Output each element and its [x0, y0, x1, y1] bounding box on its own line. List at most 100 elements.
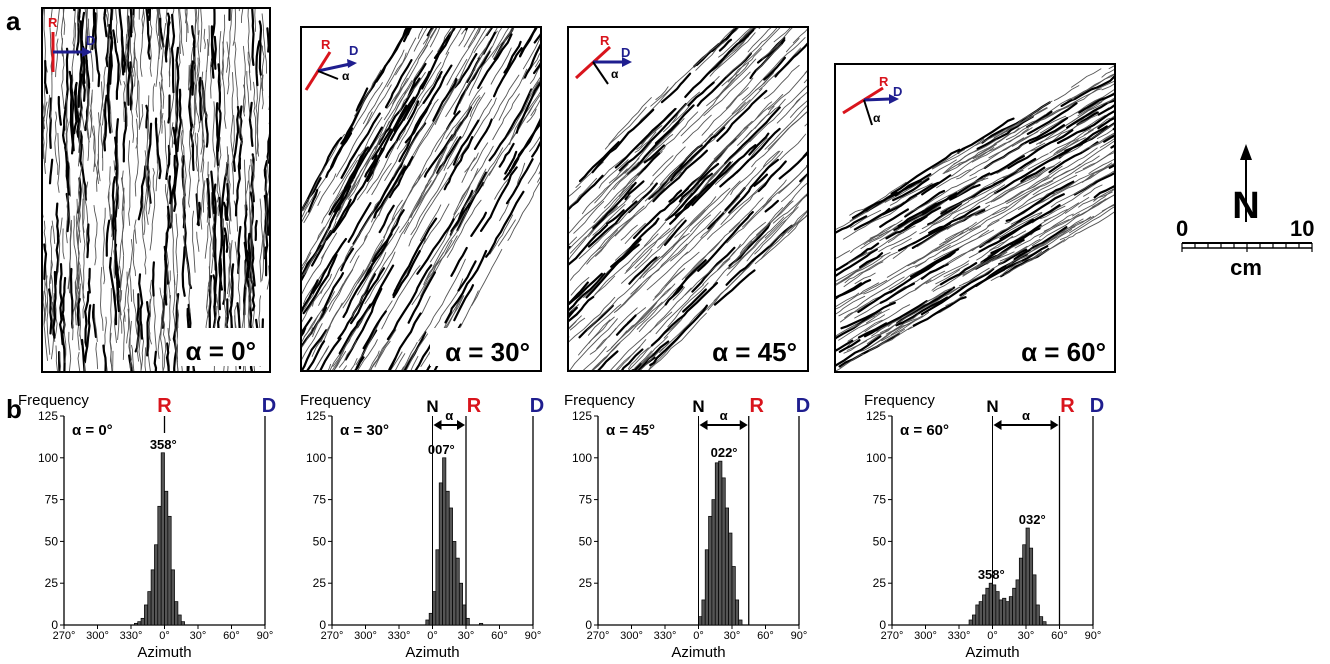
crack-segment [624, 180, 645, 201]
crack-segment [35, 98, 36, 123]
crack-segment [726, 216, 785, 276]
crack-segment [1140, 84, 1166, 99]
crack-segment [956, 137, 1025, 180]
crack-segment [138, 80, 140, 129]
crack-segment [668, 189, 683, 203]
crack-segment [127, 140, 131, 226]
crack-segment [1083, 184, 1103, 197]
histogram-bar [435, 549, 440, 626]
crack-segment [339, 255, 360, 291]
crack-segment [669, 183, 710, 225]
histogram-bar [698, 616, 703, 626]
map-alpha-label: α = 30° [445, 337, 530, 367]
crack-segment [273, 74, 274, 99]
crack-segment [52, 270, 57, 339]
crack-segment [357, 217, 396, 284]
crack-segment [303, 307, 325, 338]
crack-segment [836, 339, 854, 352]
crack-segment [418, 28, 438, 59]
crack-segment [869, 223, 896, 239]
crack-segment [946, 208, 983, 230]
crack-segment [695, 28, 739, 66]
crack-segment [598, 159, 629, 189]
x-tick-label: 30° [458, 630, 475, 642]
crack-segment [701, 87, 749, 136]
crack-segment [1101, 69, 1114, 78]
y-tick-label: 25 [313, 576, 327, 590]
crack-segment [885, 313, 919, 335]
crack-segment [73, 215, 81, 302]
crack-segment [432, 78, 458, 122]
crack-segment [118, 9, 127, 73]
crack-segment [1078, 93, 1114, 114]
crack-segment [931, 149, 966, 169]
crack-segment [614, 188, 665, 237]
crack-segment [232, 9, 237, 46]
crack-segment [398, 71, 426, 114]
orientation-icon: R D α [304, 37, 358, 91]
crack-segment [869, 231, 888, 242]
crack-segment [859, 282, 880, 295]
x-tick-label: 330° [654, 630, 677, 642]
crack-segment [618, 102, 687, 172]
crack-segment [48, 158, 54, 185]
crack-segment [138, 103, 144, 130]
crack-segment [69, 121, 75, 155]
crack-segment [67, 215, 72, 290]
crack-segment [578, 316, 615, 356]
histogram-bar [978, 601, 983, 626]
crack-segment [819, 7, 884, 72]
crack-segment [762, 150, 779, 168]
crack-segment [187, 46, 194, 91]
crack-segment [65, 95, 69, 152]
crack-segment [242, 45, 246, 117]
crack-segment [73, 81, 78, 135]
crack-segment [1103, 134, 1114, 143]
crack-segment [942, 139, 998, 175]
crack-segment [321, 159, 358, 224]
histogram-bar [995, 591, 1000, 626]
crack-segment [131, 344, 135, 371]
crack-segment [636, 352, 654, 370]
crack-segment [349, 200, 381, 252]
crack-segment [1089, 134, 1114, 149]
crack-segment [975, 245, 1049, 287]
crack-segment [434, 122, 452, 153]
crack-segment [1071, 73, 1114, 101]
crack-segment [347, 202, 372, 243]
crack-segment [592, 203, 626, 236]
crack-segment [116, 144, 120, 210]
crack-segment [921, 201, 941, 214]
crack-segment [859, 252, 884, 269]
crack-segment [384, 140, 410, 181]
crack-segment [1026, 102, 1078, 135]
crack-segment [414, 344, 432, 370]
crack-segment [222, 14, 226, 80]
crack-segment [338, 340, 357, 368]
crack-segment [329, 185, 352, 224]
crack-segment [274, 95, 277, 138]
crack-segment [227, 154, 231, 235]
crack-segment [197, 9, 200, 36]
crack-segment [498, 0, 516, 15]
histogram-alpha-45: 0 25 50 75 100 125 270° 300° 330° 0° 30° 60° 90° Freq… [564, 392, 810, 661]
crack-segment [160, 318, 164, 371]
crack-segment [773, 28, 791, 43]
crack-segment [789, 100, 807, 118]
crack-segment [107, 166, 111, 221]
crack-segment [234, 157, 242, 217]
crack-segment [425, 210, 467, 281]
crack-segment [979, 193, 1065, 248]
crack-segment [890, 148, 961, 195]
crack-segment [1006, 216, 1092, 267]
crack-segment [1160, 137, 1196, 157]
crack-segment [85, 0, 88, 5]
crack-segment [919, 201, 969, 235]
crack-segment [649, 304, 708, 367]
crack-segment [687, 81, 715, 107]
crack-segment [55, 38, 59, 78]
crack-segment [366, 140, 398, 194]
crack-segment [914, 270, 946, 290]
crack-segment [480, 0, 523, 18]
crack-segment [535, 58, 540, 68]
